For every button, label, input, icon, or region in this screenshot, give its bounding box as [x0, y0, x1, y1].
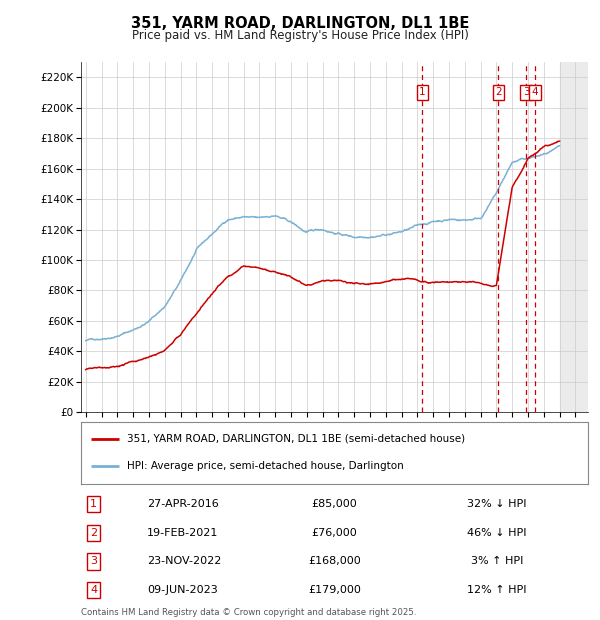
Bar	[560, 62, 600, 412]
Text: 1: 1	[90, 499, 97, 509]
Text: 23-NOV-2022: 23-NOV-2022	[147, 557, 221, 567]
Text: HPI: Average price, semi-detached house, Darlington: HPI: Average price, semi-detached house,…	[127, 461, 403, 471]
Text: 2: 2	[495, 87, 502, 97]
Text: 12% ↑ HPI: 12% ↑ HPI	[467, 585, 526, 595]
Text: 3: 3	[90, 557, 97, 567]
Text: £179,000: £179,000	[308, 585, 361, 595]
Text: 09-JUN-2023: 09-JUN-2023	[147, 585, 218, 595]
Text: 3% ↑ HPI: 3% ↑ HPI	[470, 557, 523, 567]
Text: 32% ↓ HPI: 32% ↓ HPI	[467, 499, 526, 509]
Text: £85,000: £85,000	[311, 499, 358, 509]
Text: 19-FEB-2021: 19-FEB-2021	[147, 528, 218, 538]
Text: 351, YARM ROAD, DARLINGTON, DL1 1BE: 351, YARM ROAD, DARLINGTON, DL1 1BE	[131, 16, 469, 31]
Text: 3: 3	[523, 87, 530, 97]
Text: Price paid vs. HM Land Registry's House Price Index (HPI): Price paid vs. HM Land Registry's House …	[131, 29, 469, 42]
Text: 1: 1	[419, 87, 426, 97]
Text: £76,000: £76,000	[311, 528, 358, 538]
Text: 46% ↓ HPI: 46% ↓ HPI	[467, 528, 526, 538]
Text: 351, YARM ROAD, DARLINGTON, DL1 1BE (semi-detached house): 351, YARM ROAD, DARLINGTON, DL1 1BE (sem…	[127, 434, 465, 444]
Text: 2: 2	[90, 528, 97, 538]
Text: Contains HM Land Registry data © Crown copyright and database right 2025.: Contains HM Land Registry data © Crown c…	[81, 608, 416, 617]
Text: £168,000: £168,000	[308, 557, 361, 567]
Text: 4: 4	[532, 87, 538, 97]
Text: 27-APR-2016: 27-APR-2016	[147, 499, 218, 509]
Text: 4: 4	[90, 585, 97, 595]
